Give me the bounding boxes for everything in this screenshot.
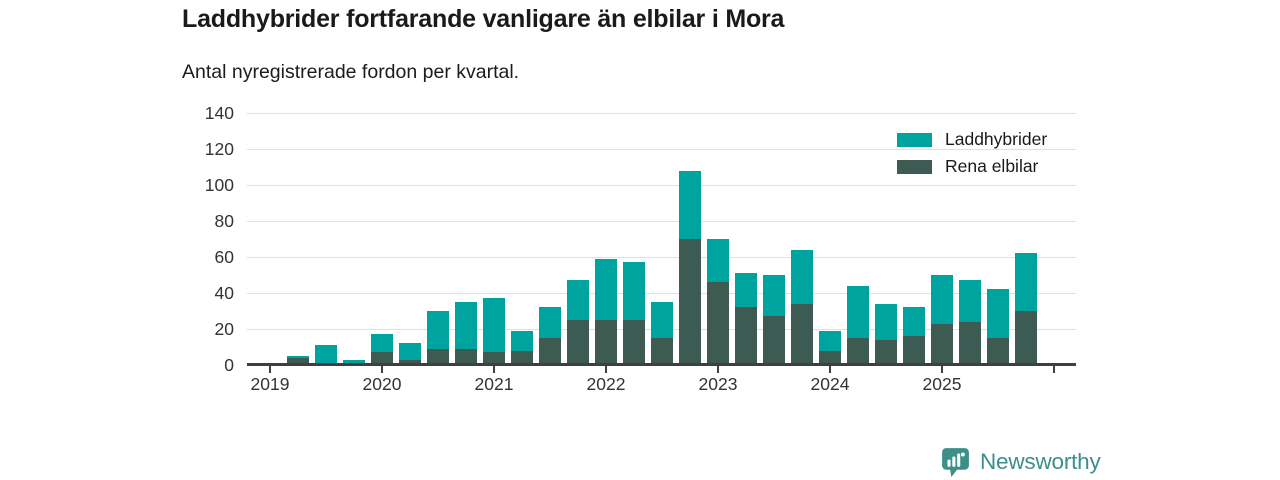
bar-segment-rena-elbilar — [1015, 311, 1037, 365]
bar-segment-rena-elbilar — [875, 339, 897, 365]
bar-segment-laddhybrider — [903, 307, 925, 337]
bar-segment-laddhybrider — [567, 280, 589, 320]
x-axis-tick — [941, 365, 943, 373]
bar-segment-laddhybrider — [791, 249, 813, 304]
bar-segment-rena-elbilar — [791, 303, 813, 365]
bar-segment-laddhybrider — [763, 275, 785, 317]
bar-segment-laddhybrider — [427, 311, 449, 349]
gridline — [247, 148, 1076, 150]
gridline — [247, 292, 1076, 294]
x-axis-line — [247, 363, 1076, 366]
bar-segment-rena-elbilar — [847, 338, 869, 365]
x-axis-tick — [1053, 365, 1055, 373]
x-axis-tick — [381, 365, 383, 373]
bar-segment-laddhybrider — [847, 285, 869, 338]
y-axis-tick-label: 40 — [214, 283, 234, 303]
bar-segment-rena-elbilar — [567, 320, 589, 365]
gridline — [247, 256, 1076, 258]
bar-segment-rena-elbilar — [287, 357, 309, 365]
x-axis-tick-label: 2021 — [474, 374, 514, 394]
newsworthy-brand-text: Newsworthy — [980, 448, 1101, 474]
bar-segment-rena-elbilar — [707, 282, 729, 365]
bar-segment-rena-elbilar — [427, 348, 449, 365]
y-axis-tick-label: 140 — [204, 103, 234, 123]
bar-segment-rena-elbilar — [539, 338, 561, 365]
y-axis-tick-label: 0 — [224, 355, 234, 375]
x-axis-tick — [717, 365, 719, 373]
bar-segment-rena-elbilar — [595, 320, 617, 365]
x-axis-tick-label: 2025 — [922, 374, 962, 394]
bar-segment-laddhybrider — [931, 275, 953, 324]
x-axis-tick — [605, 365, 607, 373]
legend-item-laddhybrider: Laddhybrider — [897, 131, 1047, 149]
legend-item-rena-elbilar: Rena elbilar — [897, 158, 1038, 176]
bar-segment-rena-elbilar — [651, 338, 673, 365]
legend-label-rena-elbilar: Rena elbilar — [945, 156, 1039, 177]
y-axis-tick-label: 80 — [214, 211, 234, 231]
newsworthy-logo-icon — [939, 445, 972, 478]
bar-segment-laddhybrider — [539, 307, 561, 338]
bar-segment-laddhybrider — [343, 359, 365, 365]
bar-segment-rena-elbilar — [903, 336, 925, 365]
bar-segment-laddhybrider — [707, 239, 729, 283]
bar-segment-rena-elbilar — [371, 352, 393, 365]
bar-segment-laddhybrider — [651, 302, 673, 338]
bar-segment-rena-elbilar — [511, 350, 533, 365]
bar-segment-rena-elbilar — [679, 239, 701, 365]
bar-segment-rena-elbilar — [763, 316, 785, 365]
y-axis-tick-label: 60 — [214, 247, 234, 267]
bar-segment-laddhybrider — [679, 170, 701, 239]
x-axis-tick — [269, 365, 271, 373]
bar-segment-laddhybrider — [315, 345, 337, 365]
gridline — [247, 184, 1076, 186]
bar-segment-laddhybrider — [819, 330, 841, 351]
legend-label-laddhybrider: Laddhybrider — [945, 129, 1048, 150]
chart-title: Laddhybrider fortfarande vanligare än el… — [182, 5, 785, 33]
chart-subtitle: Antal nyregistrerade fordon per kvartal. — [182, 61, 520, 83]
bar-segment-laddhybrider — [1015, 253, 1037, 311]
bar-segment-rena-elbilar — [987, 338, 1009, 365]
bar-segment-laddhybrider — [483, 298, 505, 353]
x-axis-tick-label: 2024 — [810, 374, 850, 394]
bar-segment-laddhybrider — [455, 302, 477, 349]
bar-segment-laddhybrider — [399, 343, 421, 360]
bar-segment-laddhybrider — [875, 303, 897, 340]
bar-segment-rena-elbilar — [819, 350, 841, 365]
x-axis-tick-label: 2020 — [362, 374, 402, 394]
bar-segment-rena-elbilar — [455, 348, 477, 365]
legend-swatch-laddhybrider — [897, 133, 932, 147]
bar-segment-rena-elbilar — [735, 307, 757, 365]
gridline — [247, 220, 1076, 222]
newsworthy-attribution[interactable]: Newsworthy — [939, 445, 1101, 478]
bar-segment-laddhybrider — [595, 258, 617, 320]
x-axis-tick-label: 2022 — [586, 374, 626, 394]
x-axis-tick — [493, 365, 495, 373]
bar-segment-rena-elbilar — [623, 320, 645, 365]
bar-segment-laddhybrider — [287, 356, 309, 358]
bar-segment-laddhybrider — [623, 262, 645, 320]
y-axis-tick-label: 20 — [214, 319, 234, 339]
bar-segment-laddhybrider — [735, 273, 757, 308]
bar-segment-laddhybrider — [959, 280, 981, 322]
bar-segment-rena-elbilar — [959, 321, 981, 365]
bar-segment-laddhybrider — [371, 334, 393, 353]
bar-segment-rena-elbilar — [931, 323, 953, 365]
x-axis-tick-label: 2023 — [698, 374, 738, 394]
bar-segment-laddhybrider — [987, 289, 1009, 338]
y-axis-tick-label: 120 — [204, 139, 234, 159]
x-axis-tick — [829, 365, 831, 373]
bar-segment-laddhybrider — [511, 330, 533, 351]
gridline — [247, 112, 1076, 114]
bar-segment-rena-elbilar — [399, 359, 421, 365]
y-axis-tick-label: 100 — [204, 175, 234, 195]
x-axis-tick-label: 2019 — [250, 374, 290, 394]
bar-segment-rena-elbilar — [483, 352, 505, 365]
legend-swatch-rena-elbilar — [897, 160, 932, 174]
